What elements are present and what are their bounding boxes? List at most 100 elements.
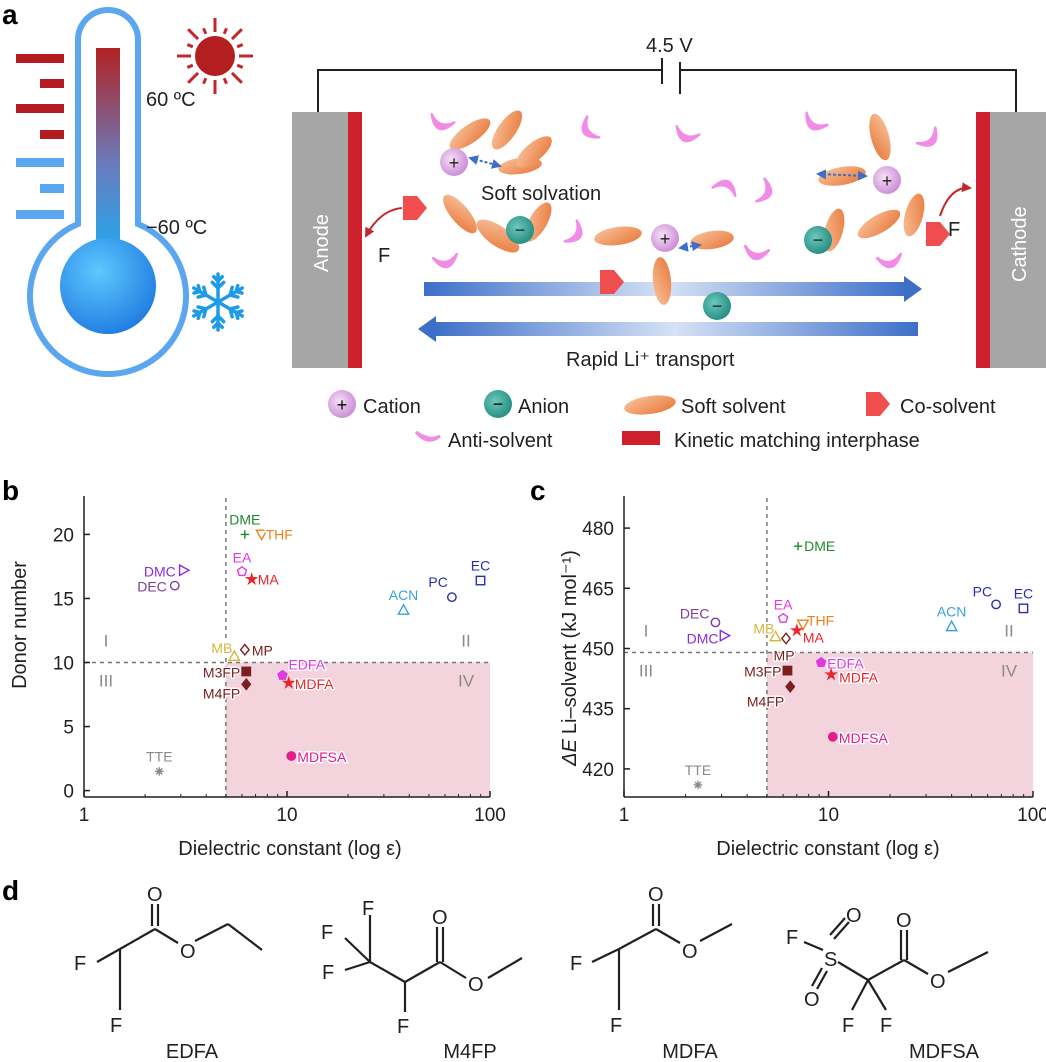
label-edfa: EDFA xyxy=(827,656,864,672)
point-mdfsa xyxy=(827,731,838,742)
anti-solvent-molecule xyxy=(875,252,903,269)
chart-c-ylabel-e: E xyxy=(559,738,581,752)
legend-anion: − Anion xyxy=(484,390,569,418)
fluorine-right: F xyxy=(948,219,960,241)
label-mb: MB xyxy=(753,620,774,636)
chart-c-ylabel-delta: Δ xyxy=(559,752,581,766)
soft-solvation-label: Soft solvation xyxy=(481,183,601,205)
m4fp-fluorine-4: F xyxy=(397,1016,409,1038)
legend-kinetic-label: Kinetic matching interphase xyxy=(674,430,920,452)
point-acn xyxy=(945,619,959,632)
snowflake-icon xyxy=(192,272,244,332)
label-ec: EC xyxy=(471,558,490,574)
sun-ray xyxy=(236,63,244,69)
mdfsa-fluorine-1: F xyxy=(786,927,798,949)
label-dmc: DMC xyxy=(144,563,176,579)
point-pc xyxy=(991,599,1001,610)
anti-solvent-molecule xyxy=(581,115,601,139)
label-pc: PC xyxy=(428,574,447,590)
label-mdfsa: MDFSA xyxy=(297,749,347,765)
point-edfa xyxy=(277,669,288,680)
point-ec xyxy=(1018,603,1029,614)
label-dme: DME xyxy=(804,538,835,554)
point-mdfa xyxy=(824,667,839,681)
m4fp-fluorine-1: F xyxy=(362,898,374,920)
mdfsa-fluorine-2: F xyxy=(842,1015,854,1037)
mdfa-oxygen-2: O xyxy=(682,941,698,963)
soft-solvent-molecule xyxy=(869,113,891,161)
region-label-ii: II xyxy=(1004,622,1013,641)
anti-solvent-molecule xyxy=(563,219,583,243)
temp-low-label: −60 ºC xyxy=(146,217,207,239)
legend: + Cation − Anion Soft solvent Co-solvent… xyxy=(328,390,996,452)
label-ec: EC xyxy=(1014,585,1033,601)
panel-letter-c: c xyxy=(530,475,546,506)
soft-solvent-molecule xyxy=(443,194,477,234)
x-tick-label: 10 xyxy=(276,805,297,826)
point-thf xyxy=(796,619,810,632)
cation xyxy=(440,148,468,176)
point-m3fp xyxy=(241,666,252,677)
label-m3fp: M3FP xyxy=(744,664,781,680)
anion-sign: − xyxy=(493,394,504,414)
point-mb xyxy=(227,649,241,662)
mdfa-fluorine-1: F xyxy=(570,953,582,975)
anti-solvent-molecule xyxy=(805,111,829,131)
mdfa-name: MDFA xyxy=(662,1041,718,1062)
y-tick-label: 10 xyxy=(53,654,74,675)
m4fp-name: M4FP xyxy=(443,1041,496,1062)
molecule-mdfsa xyxy=(803,917,989,1011)
region-label-i: I xyxy=(644,622,649,641)
label-ma: MA xyxy=(803,629,825,645)
anode: Anode xyxy=(292,112,362,368)
label-acn: ACN xyxy=(389,587,419,603)
x-tick-label: 1 xyxy=(79,805,90,826)
sun-icon xyxy=(177,18,253,94)
soft-solvent-molecule xyxy=(449,118,491,150)
mdfsa-fluorine-3: F xyxy=(880,1015,892,1037)
cation-symbol: + xyxy=(660,229,671,249)
y-tick-label: 5 xyxy=(63,718,74,739)
legend-kinetic: Kinetic matching interphase xyxy=(622,430,920,452)
x-tick-label: 100 xyxy=(474,805,506,826)
point-tte xyxy=(155,767,164,776)
cold-bars xyxy=(16,158,64,219)
solvation-interaction xyxy=(816,169,868,181)
sun-ray xyxy=(222,27,228,35)
y-tick-label: 420 xyxy=(582,760,614,781)
point-dme xyxy=(240,530,250,539)
anion xyxy=(506,216,534,244)
legend-cation: + Cation xyxy=(328,390,421,418)
co-solvent-molecule xyxy=(600,270,624,294)
m4fp-oxygen-2: O xyxy=(468,974,484,996)
panel-letter-a: a xyxy=(2,0,18,30)
solvation-particles: + + + − − − xyxy=(403,110,950,320)
thermometer-bulb xyxy=(60,238,156,334)
y-tick-label: 20 xyxy=(53,525,74,546)
anti-solvent-molecule xyxy=(915,126,938,147)
x-tick-label: 10 xyxy=(818,805,839,826)
x-tick-label: 100 xyxy=(1017,805,1046,826)
cathode: Cathode xyxy=(976,112,1046,368)
anti-solvent-molecule xyxy=(711,179,737,197)
solvation-interaction xyxy=(468,155,502,169)
anti-solvent-molecule xyxy=(431,252,459,269)
co-solvent-molecule xyxy=(403,196,427,220)
label-mdfa: MDFA xyxy=(295,676,335,692)
sun-ray xyxy=(230,71,243,84)
label-m4fp: M4FP xyxy=(203,685,240,701)
x-tick-label: 1 xyxy=(619,805,630,826)
panel-letter-b: b xyxy=(2,475,19,506)
point-m3fp xyxy=(782,665,793,676)
point-ma xyxy=(244,571,259,586)
label-pc: PC xyxy=(973,583,992,599)
label-thf: THF xyxy=(266,526,293,542)
point-mb xyxy=(769,629,782,642)
point-mdfa xyxy=(281,675,296,689)
transport-arrows xyxy=(418,276,922,342)
label-dme: DME xyxy=(229,511,260,527)
point-pc xyxy=(446,592,457,603)
